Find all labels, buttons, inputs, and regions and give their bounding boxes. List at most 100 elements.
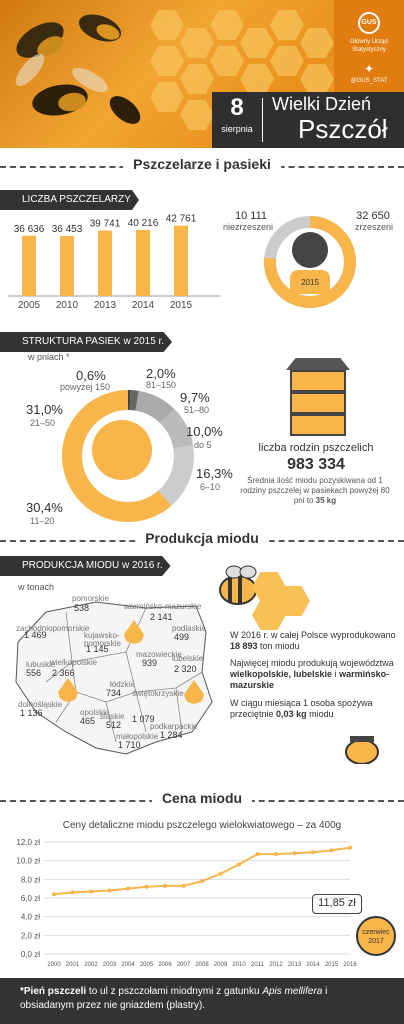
price-line [53,846,351,896]
sub-above150: powyżej 150 [60,382,111,392]
price-point [107,888,112,893]
bar-value-label: 36 453 [52,224,83,235]
donut-slice [135,390,175,424]
region-kujawsko-pomorskie: kujawsko-pomorskie [84,631,121,648]
gus-logo-box: GUS Główny Urząd Statystyczny ✦ @GUS_STA… [334,0,404,92]
twitter-icon[interactable]: ✦ [363,62,375,76]
region-opolskie: opolskie [80,708,110,717]
region-mazowieckie: mazowieckie [136,650,182,659]
honeycomb-cell [180,64,214,94]
title-line2: Pszczół [298,114,388,144]
honeycomb-cell [210,10,244,40]
gus-logo: GUS [358,12,380,34]
bar-value-label: 40 216 [128,218,159,229]
sub-to5: do 5 [194,440,212,450]
region-pomorskie: pomorskie [72,594,109,603]
fact-value: 0,03 kg [276,709,307,719]
honeycomb-cell [240,64,274,94]
avg-value: 35 kg [315,496,337,505]
x-tick-label: 2007 [177,962,191,968]
avg-text: Średnia ilość miodu pozyskiwana od 1 rod… [240,476,390,505]
y-tick-label: 4,0 zł [21,913,40,922]
pct-above150: 0,6% [76,368,106,383]
apiaries-label: STRUKTURA PASIEK w 2015 r. [0,332,173,352]
bar-value-label: 36 636 [14,224,45,235]
value-pomorskie: 538 [74,603,90,613]
region-lubelskie: lubelskie [172,654,204,663]
honeycomb-cell [180,28,214,58]
x-tick-label: 2011 [251,962,265,968]
footer-lead: *Pień pszczeli [20,986,87,997]
region-zachodniopomorskie: zachodniopomorskie [16,624,90,633]
footer-species: Apis mellifera [262,986,323,997]
fact-regions: Najwięcej miodu produkują województwa wi… [230,658,396,691]
price-point [274,852,278,857]
y-tick-label: 10,0 zł [16,857,40,866]
region-lubuskie: lubuskie [26,660,56,669]
pct-to5: 10,0% [186,424,223,439]
price-point [237,862,241,867]
bees-illustration [15,14,141,124]
unorganized-label: niezrzeszeni [222,222,274,232]
bar-category-label: 2013 [94,300,117,310]
section-header-beekeepers: Pszczelarze i pasieki [0,156,404,176]
bar-value-label: 42 761 [166,214,197,225]
hive-box-icon [290,414,346,436]
production-label: PRODUKCJA MIODU w 2016 r. [0,556,171,576]
fact-value: wielkopolskie, lubelskie [230,669,333,679]
footer: *Pień pszczeli to ul z pszczołami miodny… [0,978,404,1024]
price-point [292,851,297,856]
x-tick-label: 2002 [84,962,98,968]
value-warminsko-mazurskie: 2 141 [150,612,173,622]
section-header-production: Produkcja miodu [0,530,404,550]
honeycomb-cell [270,10,304,40]
honeycomb-cell [150,10,184,40]
donut-slice [159,408,194,449]
value-lubelskie: 2 320 [174,664,197,674]
honeycomb-cell [150,46,184,76]
value-lodzkie: 734 [106,688,122,698]
unorganized-value: 10 111 [234,210,267,222]
donut-slice [62,390,129,481]
footer-text: to ul z pszczołami miodnymi z gatunku [88,986,260,997]
badge-year: 2017 [368,938,384,945]
value-malopolskie: 1 710 [118,740,141,750]
region-swietokrzyskie: świętokrzyskie [132,689,184,698]
badge-month: czerwiec [362,929,390,936]
region-wielkopolskie: wielkopolskie [50,658,98,667]
value-mazowieckie: 939 [142,658,158,668]
price-point [255,852,260,857]
sub-21-50: 21–50 [30,418,56,428]
region-lodzkie: łódzkie [110,680,135,689]
fact-total: W 2016 r. w całej Polsce wyprodukowano 1… [230,630,396,652]
pct-21-50: 31,0% [26,402,63,417]
region-dolnoslaskie: dolnośląskie [18,700,63,709]
beekeepers-bar-chart: 36 636 2005 36 453 2010 39 741 2013 40 216 2014… [8,214,220,310]
section-header-price: Cena miodu [0,790,404,810]
price-point [52,892,56,897]
sub-11-20: 11–20 [30,516,55,526]
x-tick-label: 2016 [343,962,357,968]
donut-slice [157,444,194,506]
pct-11-20: 30,4% [26,500,63,515]
date-day: 8 [230,94,244,121]
sub-81-150: 81–150 [146,380,177,390]
bar [136,229,150,296]
value-podkarpackie: 1 284 [160,730,183,740]
price-point [163,883,167,888]
fact-text: W ciągu miesiąca 1 osoba spożywa przecię… [230,698,373,719]
fact-text: miodu [309,709,334,719]
fact-text: Najwięcej miodu produkują województwa [230,658,394,668]
pct-51-80: 9,7% [180,390,210,405]
section-title: Pszczelarze i pasieki [123,156,281,172]
price-point [144,884,149,889]
pct-6-10: 16,3% [196,466,233,481]
hive-box-icon [290,370,346,392]
avg-honey-text: Średnia ilość miodu pozyskiwana od 1 rod… [240,476,390,506]
region-podlaskie: podlaskie [172,624,206,633]
price-point [70,890,75,895]
x-tick-label: 2009 [214,962,228,968]
production-unit: w tonach [18,582,55,592]
pct-81-150: 2,0% [146,366,176,381]
twitter-handle[interactable]: @GUS_STAT [350,78,388,84]
